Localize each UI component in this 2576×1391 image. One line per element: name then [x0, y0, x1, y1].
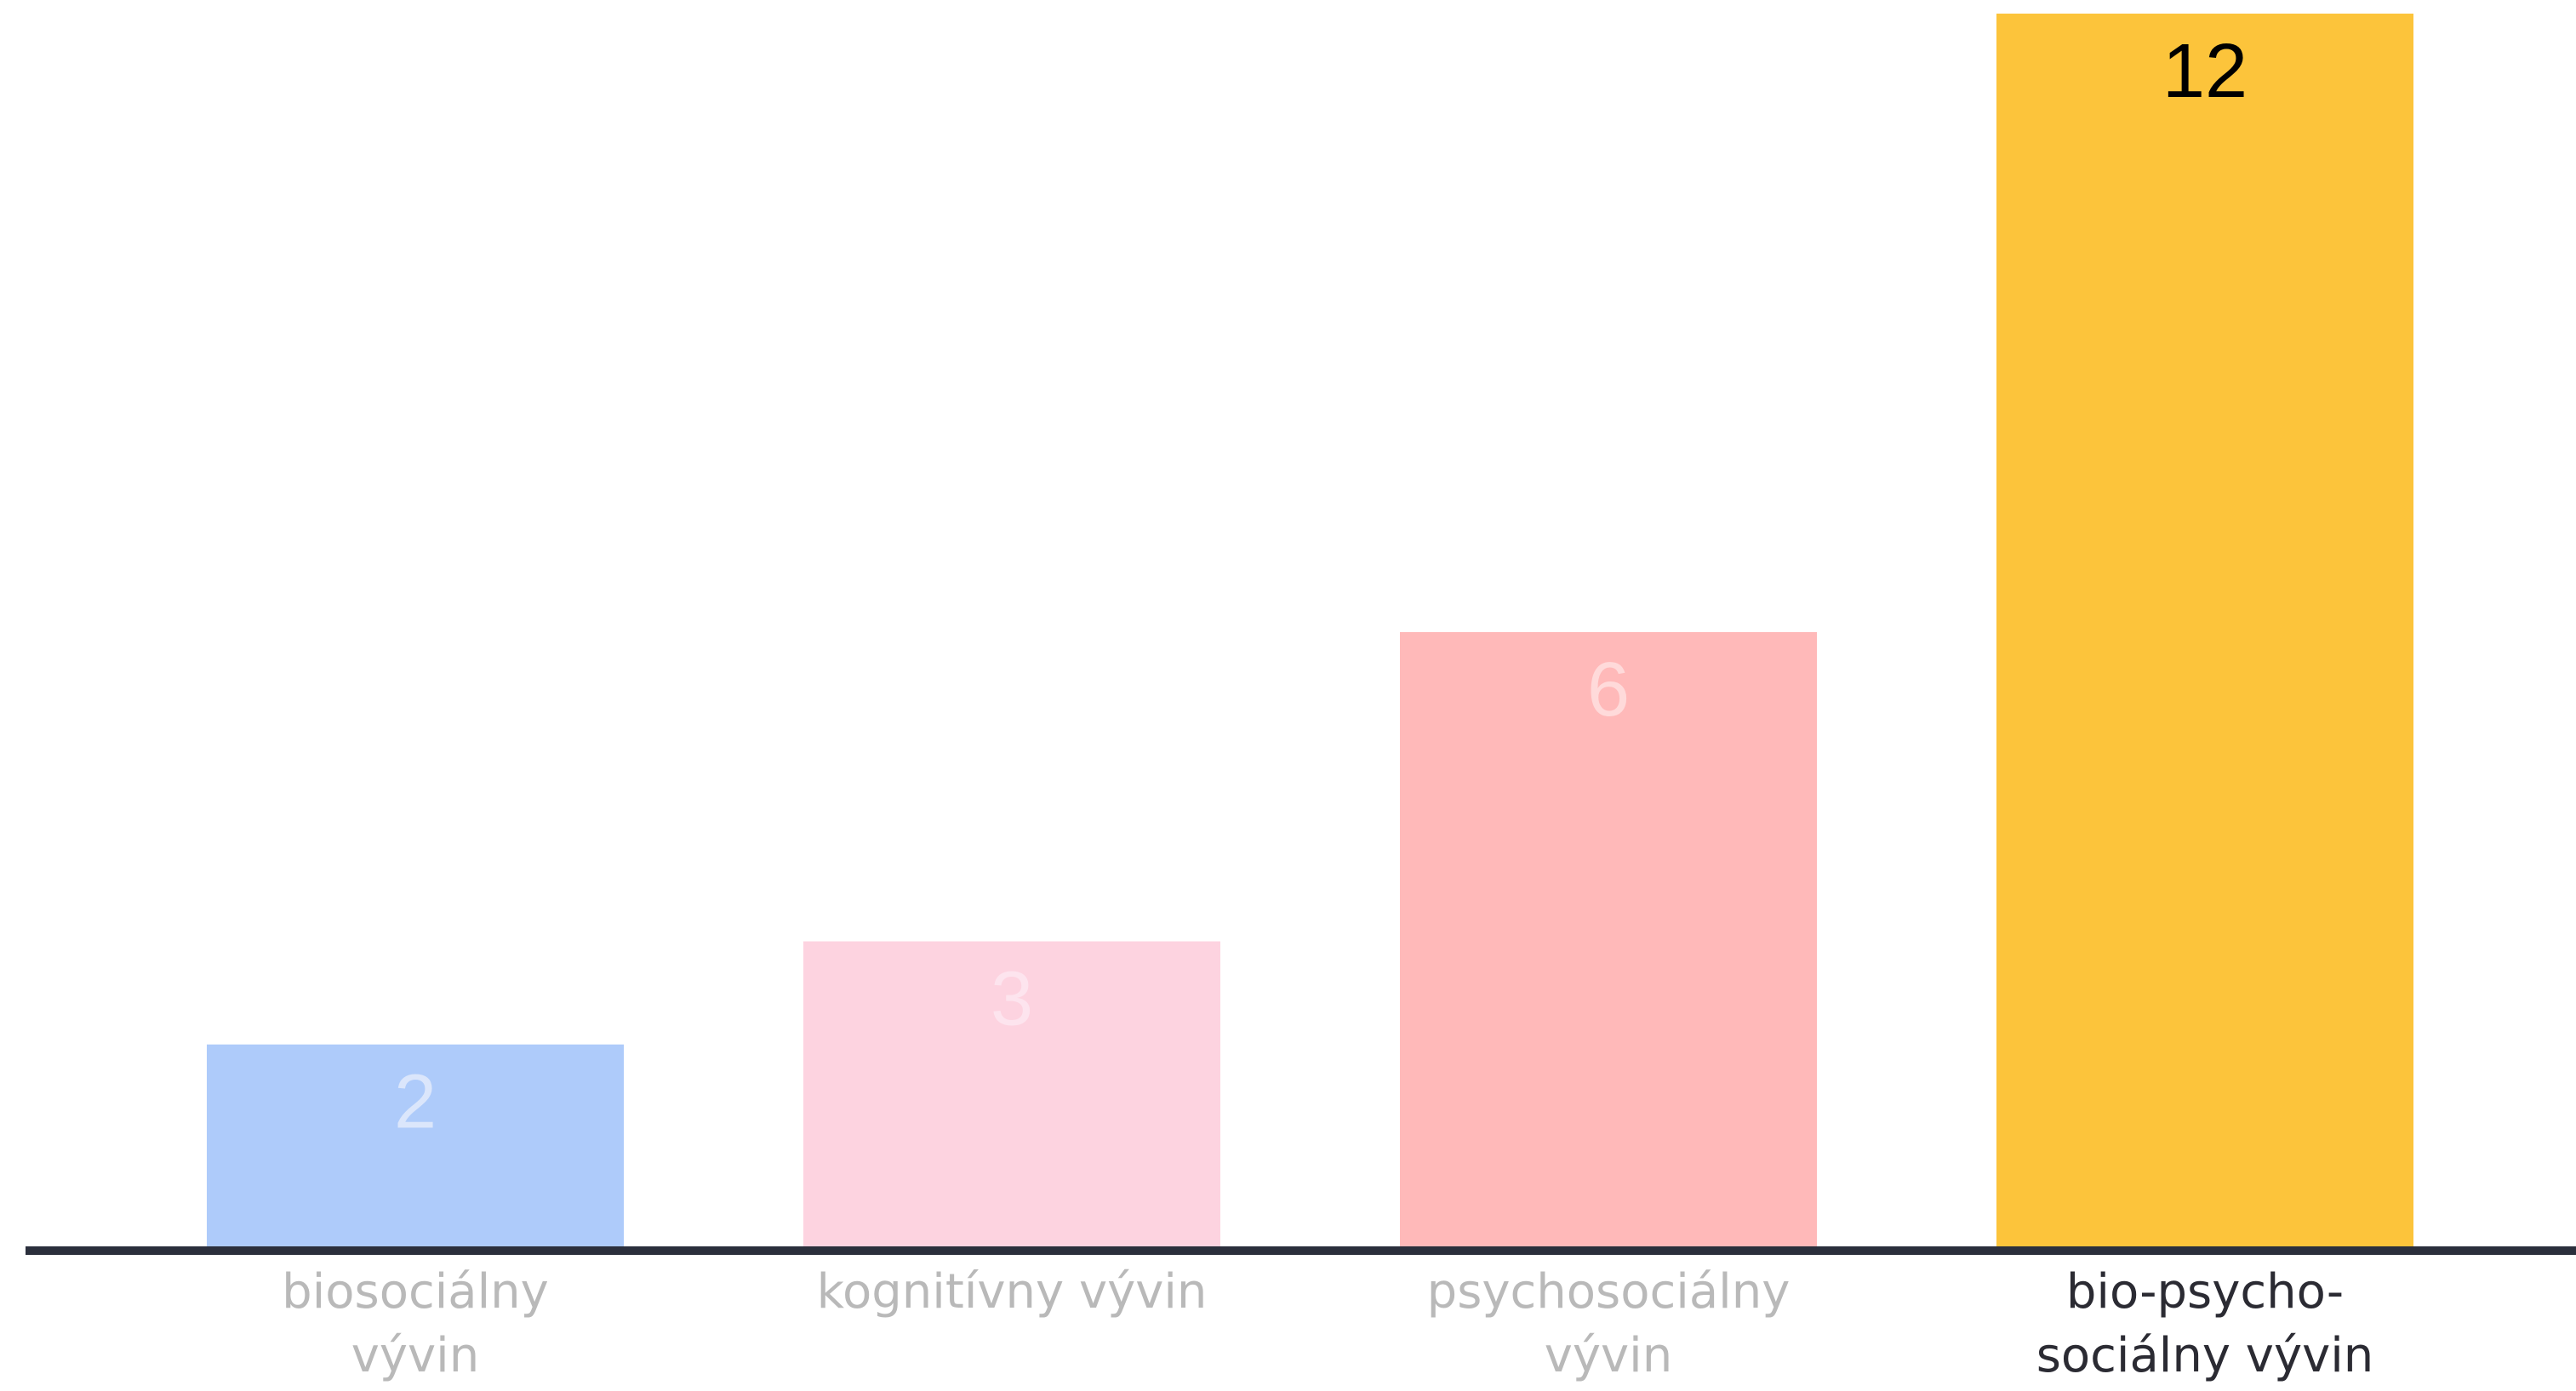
bar: [1996, 14, 2413, 1251]
category-label: vývin: [1545, 1328, 1672, 1383]
category-label: vývin: [351, 1328, 479, 1383]
category-label: psychosociálny: [1427, 1264, 1791, 1320]
bar: [803, 941, 1220, 1251]
bar: [207, 1044, 624, 1251]
data-label: 6: [1587, 647, 1630, 733]
category-label: kognitívny vývin: [817, 1264, 1208, 1320]
category-label: sociálny vývin: [2036, 1328, 2374, 1383]
category-label: biosociálny: [282, 1264, 549, 1320]
data-label: 3: [991, 957, 1033, 1042]
data-label: 12: [2162, 29, 2248, 114]
category-label: bio-psycho-: [2066, 1264, 2344, 1320]
bar: [1400, 632, 1817, 1251]
data-label: 2: [394, 1060, 437, 1145]
